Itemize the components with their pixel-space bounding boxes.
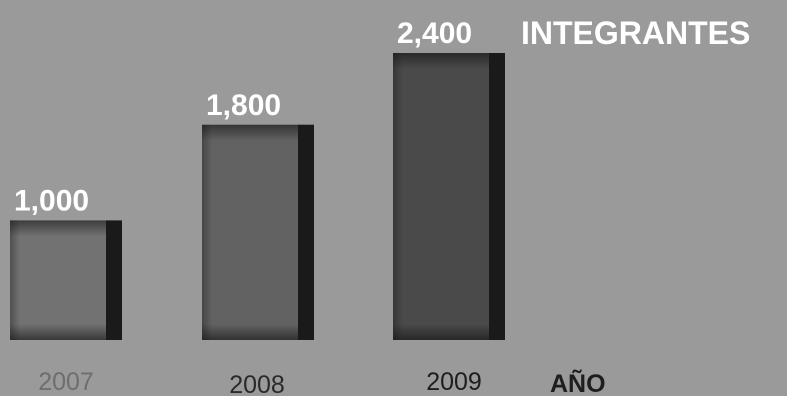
x-tick-label: 2009 bbox=[426, 368, 482, 396]
bar-2009 bbox=[393, 53, 505, 340]
value-labels-group: 1,000 1,800 2,400 bbox=[14, 17, 472, 217]
bar-value-label: 2,400 bbox=[397, 17, 472, 50]
bar-2007 bbox=[10, 220, 122, 340]
bar-left-bevel bbox=[202, 124, 212, 340]
x-axis-label: AÑO bbox=[550, 368, 606, 396]
x-tick-label: 2007 bbox=[38, 368, 94, 396]
bar-side-shadow bbox=[489, 53, 505, 340]
bar-top-bevel bbox=[202, 124, 298, 141]
bar-value-label: 1,800 bbox=[206, 89, 281, 122]
bar-bottom-bevel bbox=[393, 324, 489, 340]
bar-bottom-bevel bbox=[202, 324, 298, 340]
bar-bottom-bevel bbox=[10, 324, 106, 340]
bar-side-shadow bbox=[106, 220, 122, 340]
bar-side-shadow bbox=[298, 124, 314, 340]
bar-value-label: 1,000 bbox=[14, 184, 89, 217]
bar-2008 bbox=[202, 124, 314, 340]
bar-face bbox=[202, 124, 314, 340]
y-axis-label: INTEGRANTES bbox=[521, 15, 750, 51]
bar-left-bevel bbox=[10, 220, 20, 340]
bar-face bbox=[393, 53, 505, 340]
bars-group bbox=[10, 53, 505, 340]
x-tick-label: 2008 bbox=[229, 371, 285, 396]
bar-top-bevel bbox=[393, 53, 489, 69]
bar-left-bevel bbox=[393, 53, 403, 340]
x-tick-labels-group: 2007 2008 2009 bbox=[38, 368, 482, 396]
bar-top-bevel bbox=[10, 220, 106, 237]
bar-face bbox=[10, 220, 122, 340]
